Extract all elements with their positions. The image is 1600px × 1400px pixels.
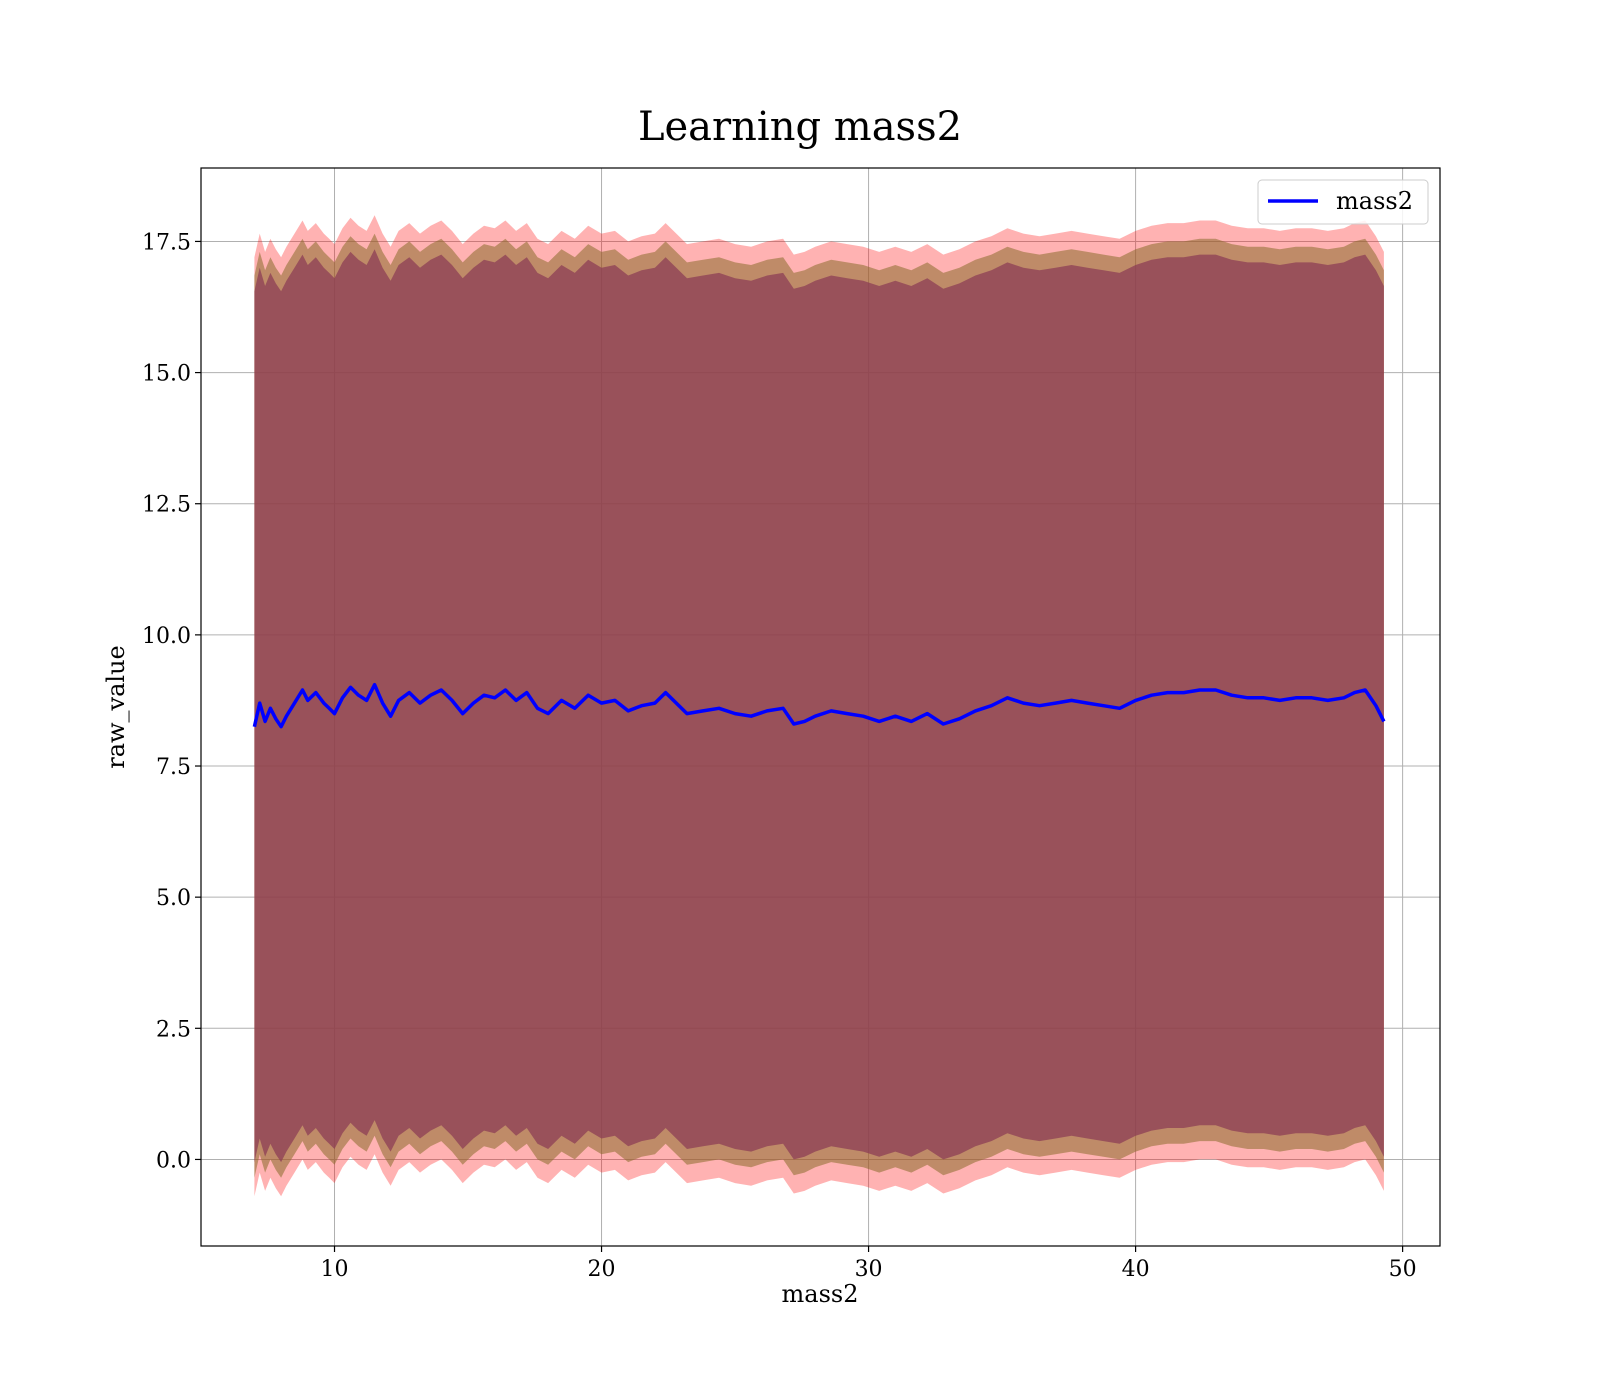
y-tick-label: 15.0 bbox=[142, 362, 191, 387]
y-tick-label: 10.0 bbox=[142, 624, 191, 649]
x-axis-label: mass2 bbox=[782, 1280, 859, 1308]
legend-box bbox=[1257, 179, 1429, 225]
plot-frame bbox=[200, 167, 1441, 1247]
y-tick-label: 12.5 bbox=[142, 493, 191, 518]
x-tick-label: 50 bbox=[1389, 1257, 1417, 1282]
x-axis-ticks: 10 20 30 40 50 bbox=[321, 1246, 1417, 1282]
legend: mass2 bbox=[1257, 179, 1429, 225]
x-tick-label: 20 bbox=[588, 1257, 616, 1282]
y-tick-label: 5.0 bbox=[156, 886, 191, 911]
y-tick-label: 2.5 bbox=[156, 1017, 191, 1042]
inner-band-area bbox=[254, 249, 1384, 1163]
y-tick-label: 7.5 bbox=[156, 755, 191, 780]
chart-title: Learning mass2 bbox=[638, 104, 962, 150]
series-lines bbox=[252, 682, 1386, 729]
y-axis-ticks: 0.0 2.5 5.0 7.5 10.0 12.5 15.0 17.5 bbox=[142, 230, 201, 1173]
y-axis-label: raw_value bbox=[102, 645, 130, 769]
legend-label-mass2: mass2 bbox=[1336, 187, 1413, 215]
y-tick-label: 0.0 bbox=[156, 1148, 191, 1173]
y-tick-label: 17.5 bbox=[142, 230, 191, 255]
series-line-mass2 bbox=[252, 682, 1386, 729]
x-tick-label: 10 bbox=[321, 1257, 349, 1282]
confidence-bands bbox=[254, 215, 1384, 1197]
x-tick-label: 30 bbox=[855, 1257, 883, 1282]
x-tick-label: 40 bbox=[1122, 1257, 1150, 1282]
